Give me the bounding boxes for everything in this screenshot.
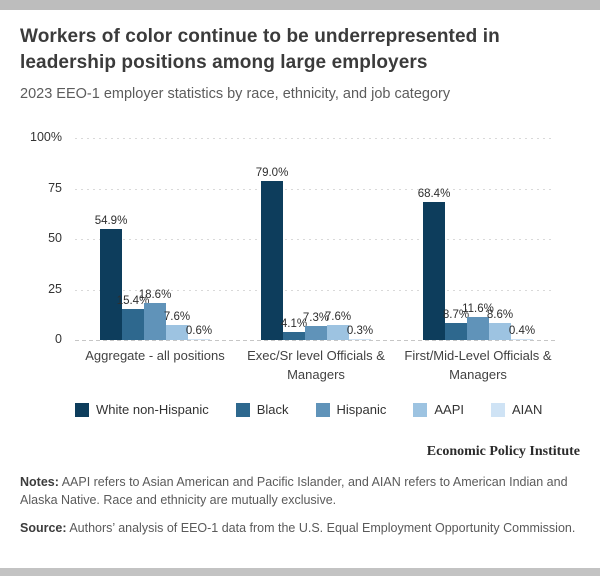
legend-swatch	[315, 402, 330, 417]
value-label: 0.6%	[185, 325, 213, 338]
bar-group: 68.4% 8.7% 11.6% 8.6% 0.4%	[418, 138, 535, 341]
plot-area: 54.9% 15.4% 18.6% 7.6% 0.6% 79.0% 4.1% 7.3% 7.6%…	[75, 138, 555, 342]
page-subtitle: 2023 EEO-1 employer statistics by race, …	[20, 86, 451, 103]
value-label: 4.1%	[280, 318, 308, 330]
value-label: 7.3%	[302, 311, 330, 324]
value-label: 0.4%	[508, 325, 536, 338]
bar-aian: 0.4%	[509, 325, 535, 341]
x-axis-labels: Aggregate - all positions Exec/Sr level O…	[75, 340, 555, 388]
bar-aapi: 8.6%	[487, 309, 513, 341]
page-title: Workers of color continue to be underrep…	[20, 26, 500, 74]
value-label: 79.0%	[255, 166, 289, 179]
y-axis-tick: 50	[48, 231, 62, 246]
bar-hispanic: 7.3%	[303, 312, 329, 341]
legend-label: White non-Hispanic	[96, 402, 209, 418]
legend-item-aapi: AAPI	[413, 402, 464, 417]
y-axis-tick: 100%	[30, 130, 62, 145]
gridline	[75, 239, 555, 241]
notes-paragraph: Notes: AAPI refers to Asian American and…	[20, 474, 580, 510]
legend-item-black: Black	[235, 402, 289, 418]
value-label: 15.4%	[116, 295, 150, 308]
legend-swatch	[413, 402, 428, 417]
x-axis-label: Aggregate - all positions	[85, 348, 225, 364]
legend-label: Hispanic	[336, 402, 387, 418]
bar-group: 54.9% 15.4% 18.6% 7.6% 0.6%	[95, 138, 212, 341]
legend-label: AAPI	[434, 402, 464, 418]
chart-legend: White non-Hispanic Black Hispanic AAPI AIAN	[75, 402, 580, 417]
legend-item-white-non-hispanic: White non-Hispanic	[75, 402, 209, 417]
bar-black: 4.1%	[281, 318, 307, 341]
content: Workers of color continue to be underrep…	[0, 24, 600, 538]
source-text: Authors’ analysis of EEO-1 data from the…	[66, 520, 576, 535]
value-label: 7.6%	[324, 310, 352, 323]
legend-swatch	[491, 402, 505, 417]
value-label: 11.6%	[462, 302, 494, 315]
y-axis-tick: 25	[48, 281, 62, 296]
bar-chart: 54.9% 15.4% 18.6% 7.6% 0.6% 79.0% 4.1% 7.3% 7.6%…	[20, 130, 580, 417]
value-label: 0.3%	[346, 325, 374, 338]
source-paragraph: Source: Authors’ analysis of EEO-1 data …	[20, 520, 580, 538]
legend-item-aian: AIAN	[491, 402, 542, 417]
bar-aian: 0.3%	[347, 325, 373, 341]
x-axis-label: First/Mid-Level Officials & Managers	[404, 348, 552, 383]
notes-text: AAPI refers to Asian American and Pacifi…	[20, 475, 568, 508]
value-label: 68.4%	[417, 188, 451, 201]
bar-hispanic: 18.6%	[139, 289, 171, 341]
bar-white-non-hispanic: 68.4%	[418, 188, 450, 341]
bar-black: 15.4%	[117, 295, 149, 341]
value-label: 54.9%	[94, 215, 128, 228]
chart-body: 54.9% 15.4% 18.6% 7.6% 0.6% 79.0% 4.1% 7.3% 7.6%…	[20, 130, 580, 346]
bar-aian: 0.6%	[186, 325, 212, 341]
brand-wordmark: Economic Policy Institute	[426, 444, 580, 460]
legend-swatch	[235, 402, 250, 417]
bar-group: 79.0% 4.1% 7.3% 7.6% 0.3%	[256, 138, 373, 341]
gridline	[75, 138, 555, 140]
x-axis-label: Exec/Sr level Officials & Managers	[247, 348, 385, 383]
gridline	[75, 188, 555, 190]
bottom-chrome-bar	[0, 568, 600, 576]
bar-white-non-hispanic: 54.9%	[95, 215, 127, 341]
y-axis-tick: 0	[55, 332, 62, 347]
value-label: 7.6%	[163, 310, 191, 323]
legend-item-hispanic: Hispanic	[315, 402, 387, 418]
source-label: Source:	[20, 520, 67, 535]
x-axis-baseline	[75, 340, 555, 342]
bar-aapi: 7.6%	[164, 311, 190, 341]
value-label: 8.7%	[442, 308, 470, 321]
legend-label: AIAN	[512, 402, 543, 418]
y-axis-tick: 75	[48, 180, 62, 195]
value-label: 8.6%	[486, 308, 514, 321]
gridline	[75, 289, 555, 291]
bar-black: 8.7%	[443, 309, 469, 341]
bar-hispanic: 11.6%	[462, 303, 494, 341]
legend-swatch	[75, 402, 89, 417]
top-chrome-bar	[0, 0, 600, 10]
notes-label: Notes:	[20, 475, 59, 490]
legend-label: Black	[256, 402, 289, 418]
value-label: 18.6%	[138, 288, 172, 301]
bar-aapi: 7.6%	[325, 311, 351, 341]
bar-white-non-hispanic: 79.0%	[256, 167, 288, 341]
